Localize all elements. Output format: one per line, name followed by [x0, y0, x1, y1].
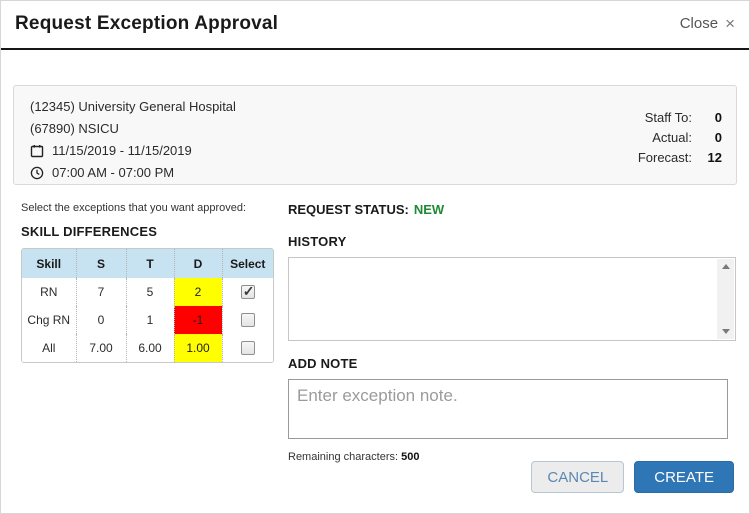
date-range: 11/15/2019 - 11/15/2019 [52, 143, 192, 158]
d-cell: -1 [173, 306, 222, 334]
time-range: 07:00 AM - 07:00 PM [52, 165, 175, 180]
s-cell: 7.00 [75, 334, 126, 362]
t-cell: 6.00 [125, 334, 174, 362]
d-cell: 1.00 [173, 334, 222, 362]
shift-summary-details: (12345) University General Hospital (678… [30, 96, 236, 180]
remaining-characters-value: 500 [401, 451, 420, 463]
s-cell: 0 [75, 306, 126, 334]
cancel-button[interactable]: CANCEL [531, 461, 625, 493]
scroll-down-icon[interactable] [721, 329, 730, 334]
dialog-actions: CANCEL CREATE [531, 461, 734, 493]
clock-icon [30, 166, 44, 180]
shift-summary-panel: (12345) University General Hospital (678… [13, 85, 737, 185]
calendar-icon [30, 144, 44, 158]
t-cell: 1 [125, 306, 174, 334]
t-cell: 5 [125, 278, 174, 306]
stat-row-forecast: Forecast: 12 [637, 149, 722, 165]
create-button[interactable]: CREATE [634, 461, 734, 493]
request-status-label: REQUEST STATUS: [288, 202, 409, 217]
close-button[interactable]: Close × [680, 15, 735, 32]
scroll-up-icon[interactable] [721, 264, 730, 269]
dialog-header: Request Exception Approval Close × [1, 1, 749, 50]
s-cell: 7 [75, 278, 126, 306]
request-status-value: NEW [413, 202, 445, 217]
forecast-value: 12 [707, 149, 722, 165]
select-cell [221, 306, 273, 334]
exceptions-instruction: Select the exceptions that you want appr… [21, 202, 247, 214]
exception-note-input[interactable] [288, 379, 728, 439]
history-panel[interactable] [288, 257, 736, 341]
unit-name: (67890) NSICU [30, 121, 119, 136]
select-checkbox-chg-rn[interactable] [240, 313, 255, 328]
table-row: All 7.00 6.00 1.00 [22, 334, 273, 362]
select-cell [221, 334, 273, 362]
add-note-heading: ADD NOTE [288, 356, 358, 371]
dialog-title: Request Exception Approval [15, 13, 279, 34]
actual-value: 0 [714, 129, 722, 145]
close-icon: × [725, 14, 735, 33]
select-checkbox-rn[interactable] [240, 283, 255, 300]
column-header-t: T [125, 249, 174, 278]
skill-differences-table: Skill S T D Select RN 7 5 2 [21, 248, 274, 363]
column-header-skill: Skill [22, 249, 76, 278]
staffing-stats: Staff To: 0 Actual: 0 Forecast: 12 [638, 96, 722, 176]
column-header-select: Select [221, 249, 273, 278]
request-detail-section: REQUEST STATUS: NEW HISTORY ADD NOTE Rema… [288, 202, 736, 463]
remaining-characters: Remaining characters: 500 [288, 451, 420, 463]
select-checkbox-all[interactable] [240, 341, 255, 356]
d-cell: 2 [173, 278, 222, 306]
exceptions-section: Select the exceptions that you want appr… [21, 202, 283, 363]
history-scrollbar[interactable] [717, 259, 734, 339]
skill-differences-heading: SKILL DIFFERENCES [21, 224, 158, 239]
table-row: Chg RN 0 1 -1 [22, 306, 273, 334]
stat-row-actual: Actual: 0 [652, 129, 722, 145]
staff-to-value: 0 [714, 109, 722, 125]
stat-row-staff-to: Staff To: 0 [644, 109, 722, 125]
column-header-s: S [75, 249, 126, 278]
close-label: Close [679, 15, 719, 32]
skill-cell: RN [22, 278, 76, 306]
table-row: RN 7 5 2 [22, 278, 273, 306]
history-heading: HISTORY [288, 234, 347, 249]
time-range-row: 07:00 AM - 07:00 PM [30, 162, 236, 183]
select-cell [221, 278, 273, 306]
request-status-row: REQUEST STATUS: NEW [288, 202, 736, 217]
table-header-row: Skill S T D Select [22, 249, 273, 278]
skill-cell: Chg RN [22, 306, 76, 334]
facility-name: (12345) University General Hospital [30, 99, 236, 114]
skill-cell: All [22, 334, 76, 362]
date-range-row: 11/15/2019 - 11/15/2019 [30, 140, 236, 161]
column-header-d: D [173, 249, 222, 278]
